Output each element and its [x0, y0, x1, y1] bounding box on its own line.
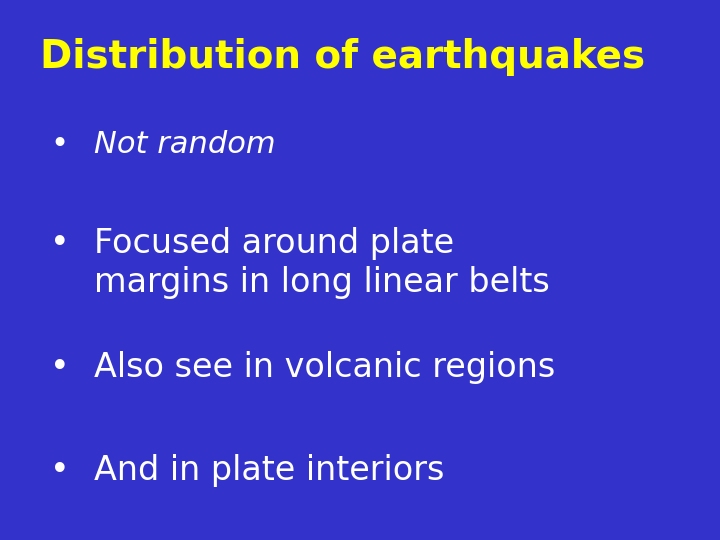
Text: And in plate interiors: And in plate interiors: [94, 454, 444, 487]
Text: •: •: [50, 227, 70, 260]
Text: Also see in volcanic regions: Also see in volcanic regions: [94, 351, 555, 384]
Text: •: •: [50, 454, 70, 487]
Text: Not random: Not random: [94, 130, 275, 159]
Text: Distribution of earthquakes: Distribution of earthquakes: [40, 38, 644, 76]
Text: •: •: [50, 351, 70, 384]
Text: Focused around plate
margins in long linear belts: Focused around plate margins in long lin…: [94, 227, 549, 299]
Text: •: •: [50, 130, 68, 159]
